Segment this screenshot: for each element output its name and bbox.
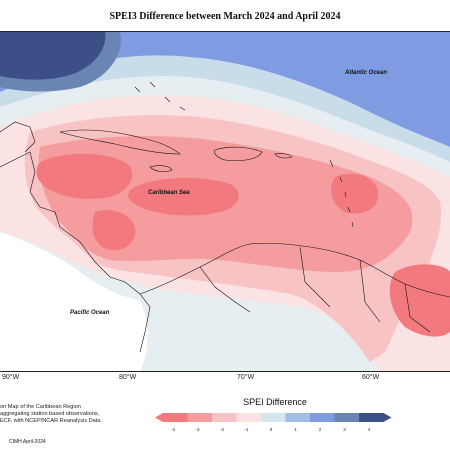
- map-footer: CIMH April-2024: [9, 439, 46, 445]
- longitude-label-80w: 80°W: [119, 374, 137, 381]
- legend-title: SPEI Difference: [243, 397, 307, 407]
- colorbar-tick-label: -1: [244, 427, 248, 432]
- coast-puerto-rico: [274, 153, 293, 159]
- colorbar-tick-label: -4: [171, 427, 175, 432]
- credit-line-3: ECF, with NCEP/NCAR Reanalysis Data.: [0, 418, 102, 424]
- colorbar-tick-label: -3: [195, 427, 199, 432]
- colorbar-swatch: [163, 413, 188, 422]
- longitude-label-60w: 60°W: [362, 374, 380, 381]
- colorbar-swatch: [236, 413, 261, 422]
- credit-line-2: aggregating station based observations,: [0, 411, 100, 417]
- colorbar-tick-label: 3: [343, 427, 346, 432]
- colorbar-low-arrow: [155, 413, 163, 422]
- colorbar-swatch: [359, 413, 384, 422]
- colorbar-tick-label: 2: [319, 427, 322, 432]
- spei-difference-map: Atlantic Ocean Caribbean Sea Pacific Oce…: [0, 31, 450, 372]
- credit-line-1: on Map of the Caribbean Region: [0, 404, 81, 410]
- coast-jamaica: [149, 165, 173, 172]
- colorbar-tick-label: 4: [368, 427, 371, 432]
- coast-bahamas: [134, 81, 186, 111]
- map-title: SPEI3 Difference between March 2024 and …: [109, 11, 341, 22]
- coast-lesser-antilles: [329, 159, 354, 228]
- colorbar-swatch: [261, 413, 286, 422]
- coast-yucatan: [0, 121, 36, 153]
- coast-hispaniola: [214, 146, 263, 162]
- map-credit: on Map of the Caribbean Region aggregati…: [0, 404, 102, 425]
- pacific-ocean-area: [0, 232, 148, 371]
- colorbar-high-arrow: [383, 413, 392, 422]
- colorbar-tick-label: -2: [220, 427, 224, 432]
- colorbar-swatch: [310, 413, 335, 422]
- country-borders: [199, 246, 431, 333]
- colorbar-tick-label: 1: [294, 427, 297, 432]
- colorbar-tick-label: 0: [270, 427, 273, 432]
- dark-wet-core: [0, 32, 106, 80]
- coast-central-america: [0, 151, 151, 353]
- strong-dry-core-east: [331, 173, 379, 214]
- strong-dry-core-panama: [92, 210, 136, 251]
- longitude-label-70w: 70°W: [237, 374, 255, 381]
- colorbar-swatch: [212, 413, 237, 422]
- longitude-label-90w: 90°W: [2, 374, 20, 381]
- pacific-ocean-label: Pacific Ocean: [70, 310, 110, 316]
- colorbar-swatch: [187, 413, 212, 422]
- coast-south-america: [139, 242, 450, 298]
- caribbean-sea-label: Caribbean Sea: [148, 190, 190, 196]
- strong-dry-core-caribbean: [128, 177, 239, 216]
- strong-dry-core-west: [36, 153, 133, 199]
- coast-cuba: [59, 129, 181, 155]
- colorbar-swatch: [285, 413, 310, 422]
- atlantic-ocean-label: Atlantic Ocean: [344, 70, 387, 76]
- colorbar: -4 -3 -2 -1 0 1 2 3 4: [155, 413, 392, 432]
- colorbar-swatch: [334, 413, 359, 422]
- coastlines: [0, 81, 450, 353]
- strong-dry-core-guianas: [389, 264, 450, 337]
